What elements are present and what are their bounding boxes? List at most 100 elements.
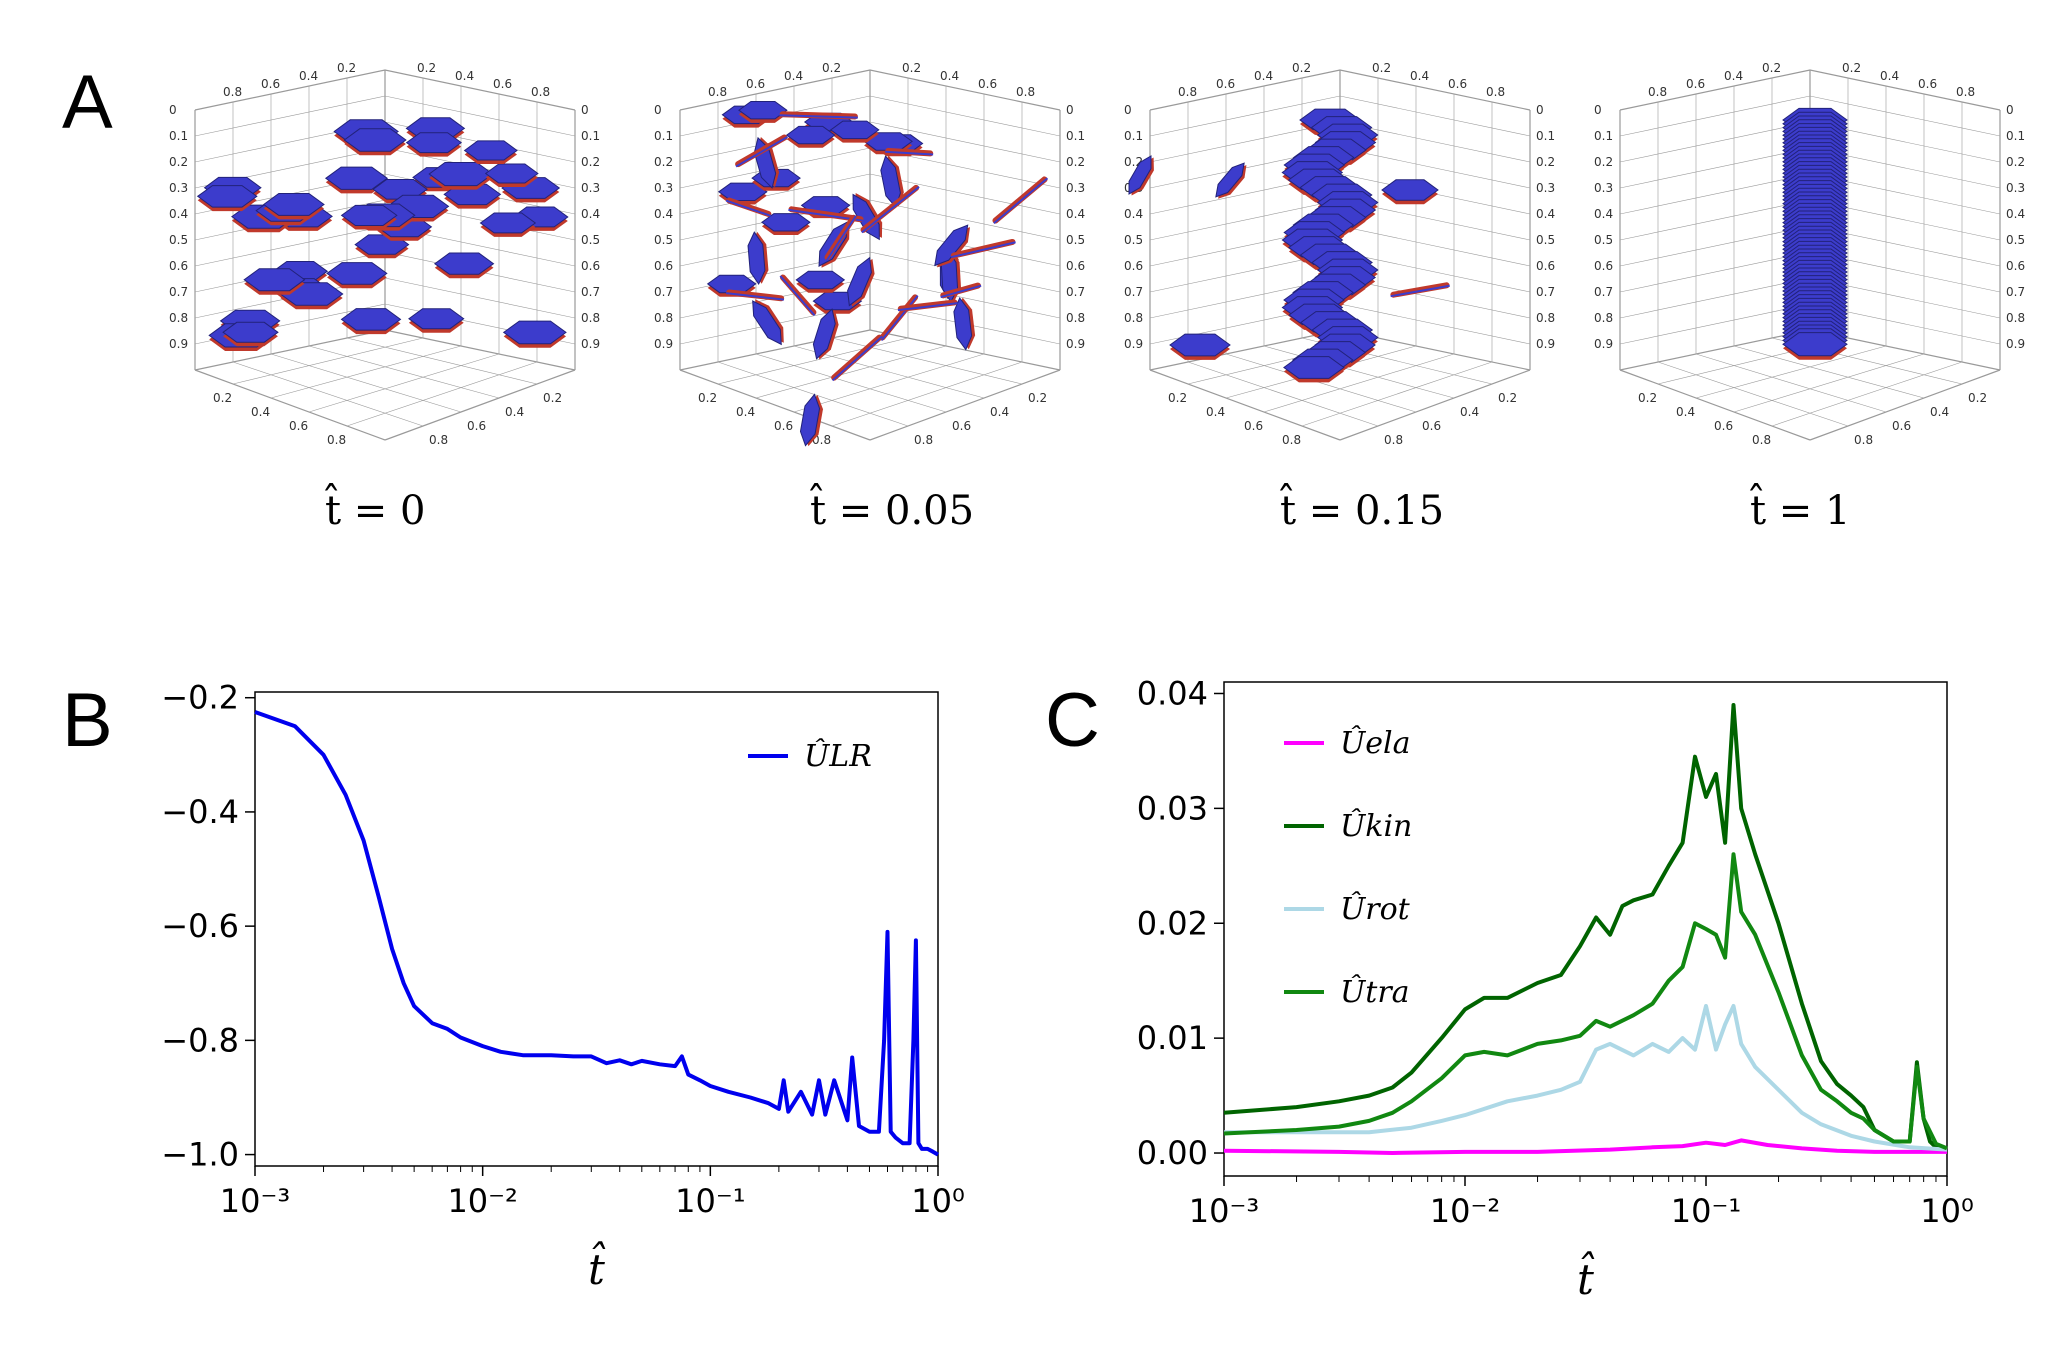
cube-front-left bbox=[194, 369, 386, 441]
platelet-tilted bbox=[812, 308, 836, 360]
grid-line bbox=[270, 345, 462, 399]
cube-floor-left bbox=[194, 329, 386, 371]
platelet-tilted-group bbox=[934, 224, 971, 268]
cube-tick-label: 0.5 bbox=[581, 233, 600, 247]
cube-tick-label: 0.6 bbox=[467, 419, 486, 433]
grid-line bbox=[1263, 345, 1455, 399]
cube-tick-label: 0.4 bbox=[1254, 69, 1273, 83]
platelet-edge-on-group bbox=[860, 184, 920, 234]
grid-line bbox=[869, 251, 1061, 293]
cube-floor-left bbox=[1619, 329, 1811, 371]
cube-tick-label: 0.5 bbox=[169, 233, 188, 247]
cube-tick-label: 0.6 bbox=[493, 77, 512, 91]
cube-tick-label: 0.4 bbox=[1410, 69, 1429, 83]
cube-tick-label: 0.8 bbox=[581, 311, 600, 325]
grid-line bbox=[1619, 251, 1811, 293]
cube-tick-label: 0.2 bbox=[1638, 391, 1657, 405]
cube-tick-label: 0.1 bbox=[1594, 129, 1613, 143]
cube-tick-label: 0.5 bbox=[1124, 233, 1143, 247]
grid-line bbox=[1619, 147, 1811, 189]
grid-line bbox=[1619, 303, 1811, 345]
platelet bbox=[340, 308, 402, 331]
cube-tick-label: 0.4 bbox=[455, 69, 474, 83]
cube-tick-label: 0.8 bbox=[1648, 85, 1667, 99]
cube-tick-label: 0.8 bbox=[1594, 311, 1613, 325]
platelet-tilted bbox=[852, 193, 880, 241]
y-tick-label: 0.02 bbox=[1137, 904, 1208, 942]
stack-platelet bbox=[1283, 356, 1345, 379]
cube-tick-label: 0.8 bbox=[1486, 85, 1505, 99]
platelet-tilted bbox=[1128, 155, 1152, 195]
platelet-edge-on-group bbox=[992, 176, 1049, 225]
cube-tick-label: 0.9 bbox=[1594, 337, 1613, 351]
cube-tick-label: 0.4 bbox=[1724, 69, 1743, 83]
cube-tick-label: 0.9 bbox=[581, 337, 600, 351]
cube-tick-label: 0.8 bbox=[1178, 85, 1197, 99]
cube-tick-label: 0.4 bbox=[1594, 207, 1613, 221]
legend-label-1: ÛLR bbox=[804, 738, 872, 774]
platelet-edge-on-group bbox=[1390, 282, 1450, 298]
cube-tick-label: 0.4 bbox=[1460, 405, 1479, 419]
cube-front-right bbox=[1809, 369, 2001, 441]
grid-line bbox=[1339, 147, 1531, 189]
grid-line bbox=[1339, 303, 1531, 345]
platelet-edge-on-group bbox=[725, 197, 772, 217]
platelet-tilted-group bbox=[847, 256, 875, 307]
platelet-edge-on-stripe bbox=[880, 295, 919, 342]
platelet-edge-on-stripe bbox=[940, 284, 982, 299]
panel-b-chart: 10⁻³ 10⁻² 10⁻¹ 10⁰ −0.2 −0.4 −0.6 −0.8 −1.0 t̂ ÛLR bbox=[161, 679, 964, 1294]
grid-line bbox=[1263, 353, 1455, 413]
cube-tick-label: 0.2 bbox=[1066, 155, 1085, 169]
platelet-tilted-group bbox=[1215, 162, 1247, 199]
grid-line bbox=[1619, 225, 1811, 267]
series-line-4 bbox=[1223, 852, 1948, 1151]
cube-tick-label: 0.2 bbox=[2006, 155, 2025, 169]
x-tick-label: 10⁰ bbox=[911, 1182, 965, 1220]
platelet-edge-on-group bbox=[940, 282, 982, 299]
cube-front-left bbox=[679, 369, 871, 441]
cube-floor-right bbox=[869, 329, 1061, 371]
cube-tick-label: 0.4 bbox=[2006, 207, 2025, 221]
cube-tick-label: 0.1 bbox=[2006, 129, 2025, 143]
cube-tick-label: 0.6 bbox=[654, 259, 673, 273]
cube-tick-label: 0.8 bbox=[169, 311, 188, 325]
grid-line bbox=[1619, 121, 1811, 163]
cube-tick-label: 0.4 bbox=[1066, 207, 1085, 221]
snapshot-2: 0 0 0.1 0.1 0.2 0.2 0.3 0.3 0.4 0.4 0.5 0.5 0.6 0.6 0.… bbox=[654, 61, 1085, 534]
cube-tick-label: 0.5 bbox=[2006, 233, 2025, 247]
cube-tick-label: 0 bbox=[1536, 103, 1544, 117]
platelet-tilted bbox=[934, 224, 969, 267]
cube-tick-label: 0.8 bbox=[223, 85, 242, 99]
grid-line bbox=[755, 345, 947, 399]
grid-line bbox=[1225, 353, 1417, 413]
grid-line bbox=[1149, 95, 1341, 137]
platelet-tilted-group bbox=[747, 231, 769, 286]
platelet-tilted-group bbox=[1128, 155, 1154, 196]
cube-tick-label: 0.2 bbox=[1536, 155, 1555, 169]
panel-letter-b: B bbox=[62, 678, 113, 763]
cube-tick-label: 0.4 bbox=[784, 69, 803, 83]
snapshot-label: t̂ = 0.15 bbox=[1279, 484, 1444, 534]
cube-tick-label: 0 bbox=[2006, 103, 2014, 117]
panel-letter-c: C bbox=[1045, 678, 1100, 763]
cube-tick-label: 0.4 bbox=[251, 405, 270, 419]
platelet bbox=[262, 193, 325, 216]
platelets bbox=[196, 117, 569, 351]
cube-tick-label: 0 bbox=[654, 103, 662, 117]
cube-tick-label: 0.9 bbox=[1066, 337, 1085, 351]
panel-a-snapshots: 0 0 0.1 0.1 0.2 0.2 0.3 0.3 0.4 0.4 0.5 0.5 0.6 0.6 0.… bbox=[169, 61, 2025, 534]
grid-line bbox=[1339, 95, 1531, 137]
cube-tick-label: 0.4 bbox=[1676, 405, 1695, 419]
platelet-edge-on-group bbox=[879, 294, 919, 342]
cube-tick-label: 0.2 bbox=[1028, 391, 1047, 405]
cube-tick-label: 0 bbox=[581, 103, 589, 117]
legend-label-4: Ûtra bbox=[1340, 974, 1410, 1010]
y-tick-label: −0.4 bbox=[161, 793, 239, 831]
stack-platelet bbox=[1782, 332, 1848, 357]
grid-line bbox=[232, 337, 424, 385]
cube-tick-label: 0.4 bbox=[1880, 69, 1899, 83]
platelet-tilted bbox=[799, 393, 821, 447]
grid-line bbox=[232, 361, 424, 427]
